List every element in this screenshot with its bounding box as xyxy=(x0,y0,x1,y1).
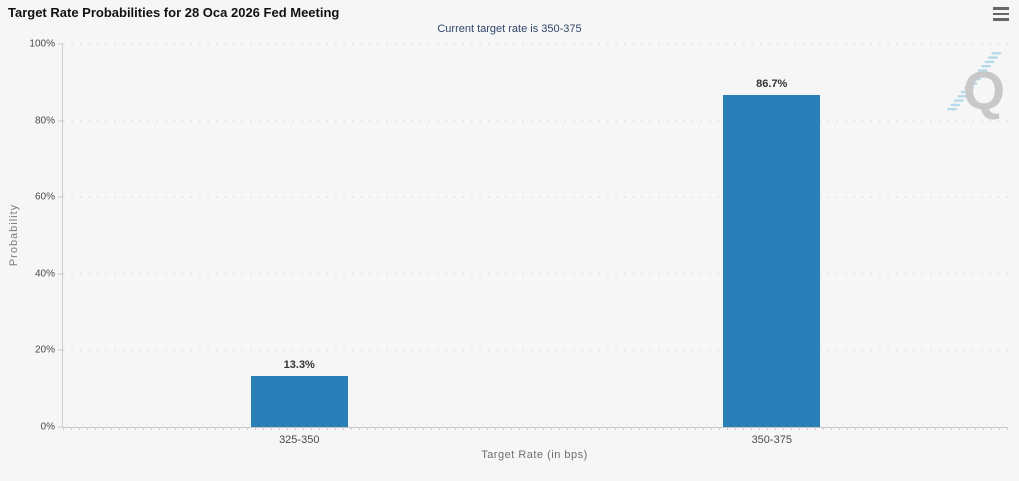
bar-value-label: 13.3% xyxy=(283,359,315,372)
y-tick-label: 100% xyxy=(29,38,55,50)
y-tick-mark xyxy=(58,43,63,45)
hamburger-bar xyxy=(993,7,1009,10)
y-tick-label: 0% xyxy=(40,421,55,433)
y-grid-line xyxy=(63,43,1008,45)
y-tick-mark xyxy=(58,349,63,351)
y-tick-label: 20% xyxy=(34,344,55,356)
y-grid-line xyxy=(63,273,1008,275)
y-tick-label: 80% xyxy=(34,115,55,127)
hamburger-bar xyxy=(993,18,1009,21)
y-grid-line xyxy=(63,120,1008,122)
hamburger-bar xyxy=(993,12,1009,16)
y-tick-label: 40% xyxy=(34,268,55,280)
y-grid-line xyxy=(63,196,1008,198)
y-tick-mark xyxy=(58,120,63,122)
x-category-label: 325-350 xyxy=(279,434,320,446)
probability-bar[interactable] xyxy=(250,376,348,427)
chart-title: Target Rate Probabilities for 28 Oca 202… xyxy=(8,5,340,20)
hamburger-menu-icon[interactable] xyxy=(989,3,1013,25)
y-tick-mark xyxy=(58,196,63,198)
probability-bar[interactable] xyxy=(723,94,821,427)
x-axis-minor-ticks xyxy=(63,427,1008,430)
plot-area: Q 0% 20% 40% 60% 80% 100% 13.3% 325-350 86.7% 350… xyxy=(29,39,1008,446)
y-tick-mark xyxy=(58,273,63,275)
watermark-q-letter: Q xyxy=(963,61,1005,121)
x-axis-title: Target Rate (in bps) xyxy=(481,449,588,461)
chart-subtitle: Current target rate is 350-375 xyxy=(437,23,582,35)
bar-value-label: 86.7% xyxy=(756,77,788,90)
x-category-label: 350-375 xyxy=(751,434,792,446)
watermark-stripes xyxy=(947,52,1002,111)
y-tick-mark xyxy=(58,426,63,428)
q-watermark-logo: Q xyxy=(947,52,1005,121)
y-grid-line xyxy=(63,349,1008,351)
y-tick-label: 60% xyxy=(34,191,55,203)
y-axis-title: Probability xyxy=(8,203,20,267)
